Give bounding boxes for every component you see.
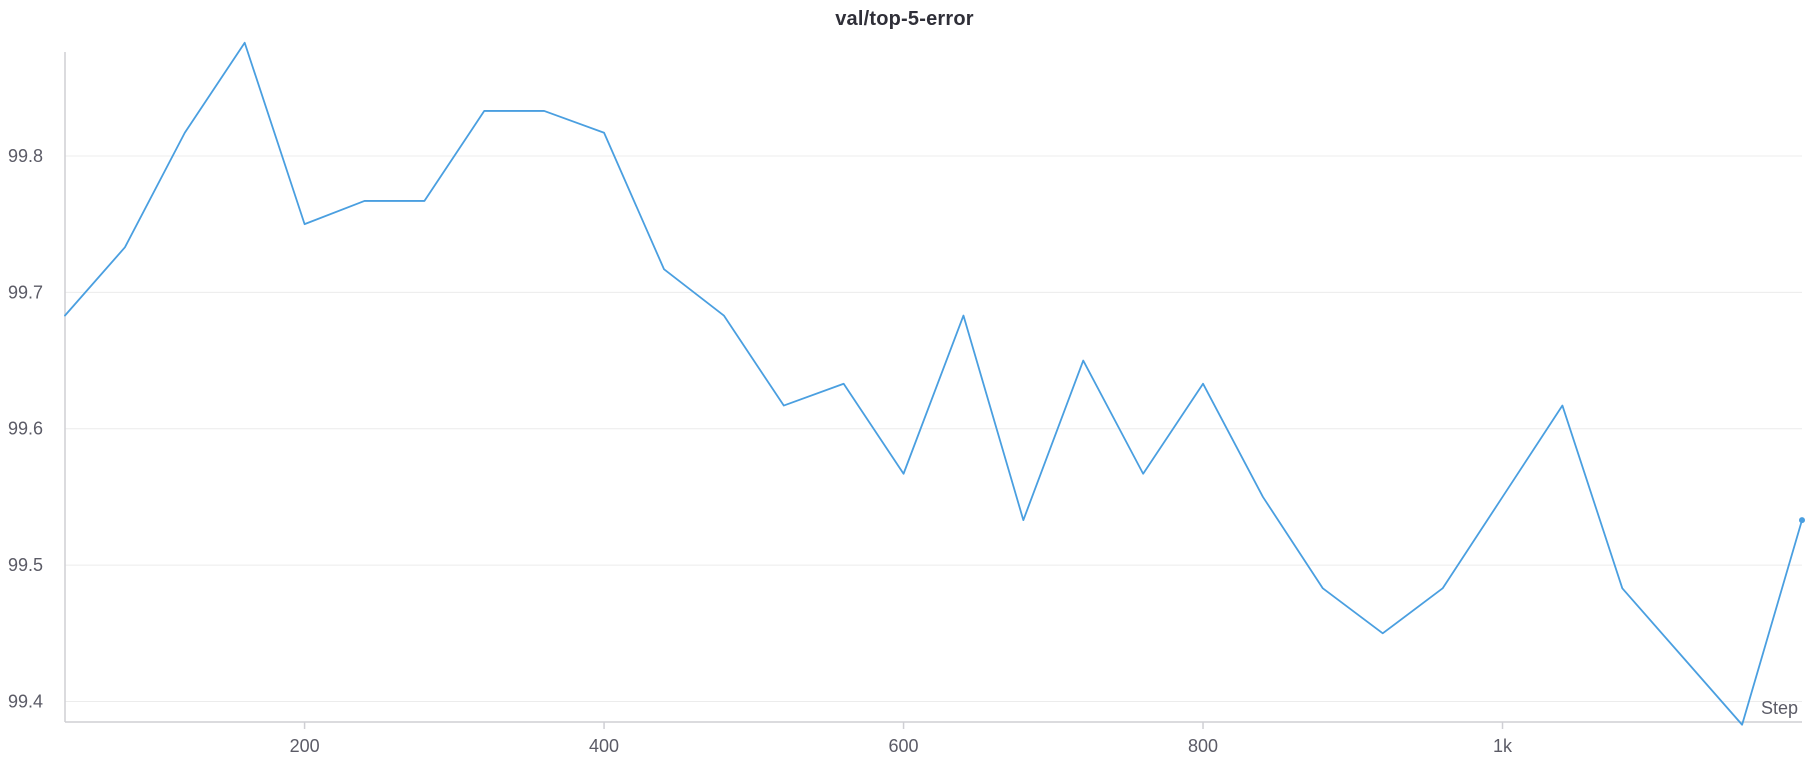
data-point[interactable] <box>362 198 367 203</box>
data-point[interactable] <box>1320 586 1325 591</box>
data-point[interactable] <box>1141 471 1146 476</box>
data-point[interactable] <box>182 130 187 135</box>
data-point[interactable] <box>1380 631 1385 636</box>
grid-lines <box>65 155 1802 703</box>
y-tick-label: 99.6 <box>8 419 43 439</box>
axes <box>64 52 1802 723</box>
data-point[interactable] <box>901 471 906 476</box>
data-point[interactable] <box>1620 586 1625 591</box>
x-tick-label: 200 <box>290 736 320 756</box>
data-point[interactable] <box>1560 403 1565 408</box>
data-point[interactable] <box>302 222 307 227</box>
data-point[interactable] <box>542 108 547 113</box>
data-point[interactable] <box>1740 722 1745 727</box>
data-point[interactable] <box>961 313 966 318</box>
data-point[interactable] <box>781 403 786 408</box>
data-point[interactable] <box>1440 586 1445 591</box>
x-tick-labels: 200 400 600 800 1k <box>290 722 1513 756</box>
data-point[interactable] <box>482 108 487 113</box>
chart-title: val/top-5-error <box>835 8 974 30</box>
data-point[interactable] <box>1021 518 1026 523</box>
data-point[interactable] <box>422 198 427 203</box>
data-point[interactable] <box>1201 381 1206 386</box>
series-layer <box>63 40 1805 727</box>
data-point[interactable] <box>661 267 666 272</box>
data-point[interactable] <box>602 130 607 135</box>
data-point[interactable] <box>841 381 846 386</box>
y-tick-label: 99.5 <box>8 555 43 575</box>
data-point[interactable] <box>122 245 127 250</box>
x-tick-label: 1k <box>1493 736 1513 756</box>
x-tick-label: 600 <box>889 736 919 756</box>
x-tick-label: 400 <box>589 736 619 756</box>
x-tick-label: 800 <box>1188 736 1218 756</box>
series-line[interactable] <box>64 41 1803 726</box>
data-point[interactable] <box>1799 517 1805 524</box>
data-point[interactable] <box>242 40 247 45</box>
x-axis-label: Step <box>1761 698 1798 718</box>
data-point[interactable] <box>1500 494 1505 499</box>
y-tick-label: 99.8 <box>8 146 43 166</box>
data-point[interactable] <box>721 313 726 318</box>
data-point[interactable] <box>1081 358 1086 363</box>
data-point[interactable] <box>63 313 68 318</box>
y-tick-label: 99.4 <box>8 692 43 712</box>
y-tick-label: 99.7 <box>8 282 43 302</box>
data-point[interactable] <box>1260 494 1265 499</box>
y-tick-labels: 99.4 99.5 99.6 99.7 99.8 <box>8 146 43 712</box>
data-point[interactable] <box>1680 654 1685 659</box>
